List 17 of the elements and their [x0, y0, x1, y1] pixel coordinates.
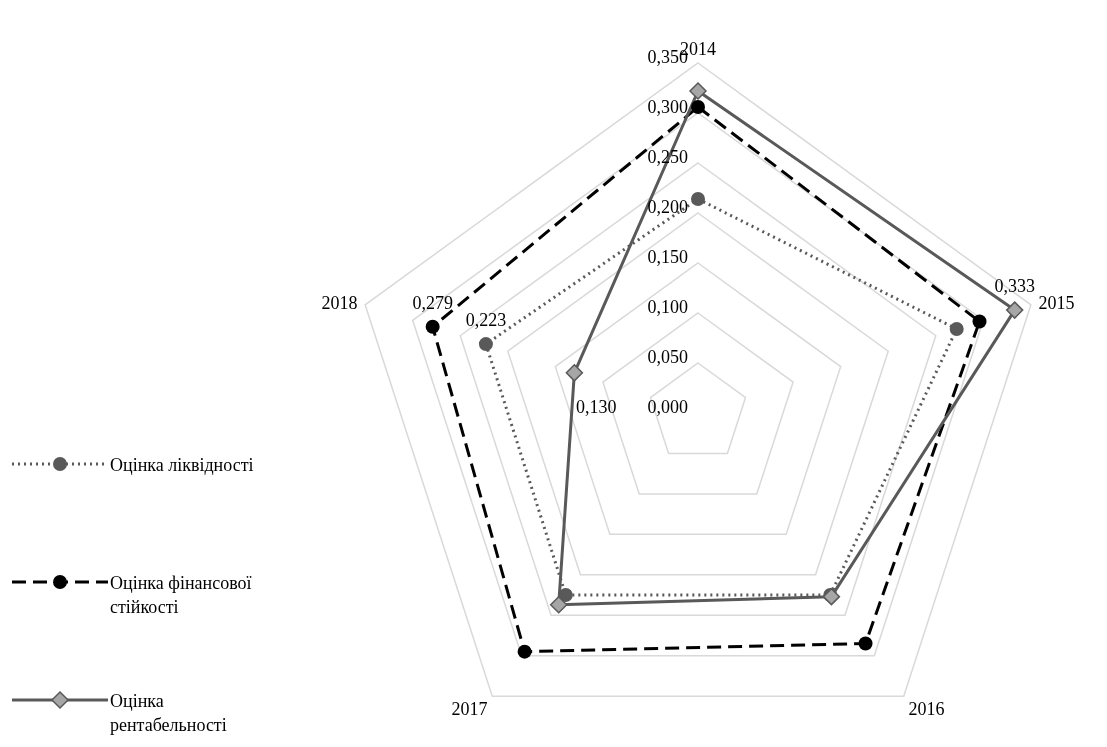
spoke-label: 2016 — [908, 699, 945, 720]
y-tick-label: 0,300 — [647, 97, 688, 117]
y-tick-label: 0,000 — [647, 397, 688, 417]
y-tick-label: 0,100 — [647, 297, 688, 317]
legend-label: Оцінка ліквідності — [110, 454, 255, 477]
y-tick-label: 0,150 — [647, 247, 688, 267]
spoke-label: 2018 — [321, 292, 358, 313]
y-tick-label: 0,200 — [647, 197, 688, 217]
data-label: 0,223 — [465, 310, 507, 331]
spoke-label: 2017 — [451, 699, 488, 720]
data-label: 0,333 — [994, 276, 1035, 297]
y-tick-label: 0,050 — [647, 347, 688, 367]
spoke-label: 2015 — [1038, 292, 1075, 313]
legend-label: Оцінка фінансової стійкості — [110, 572, 253, 619]
data-label: 0,130 — [576, 396, 617, 417]
data-label: 0,279 — [412, 292, 453, 313]
legend-label: Оцінка рентабельності — [110, 690, 228, 737]
